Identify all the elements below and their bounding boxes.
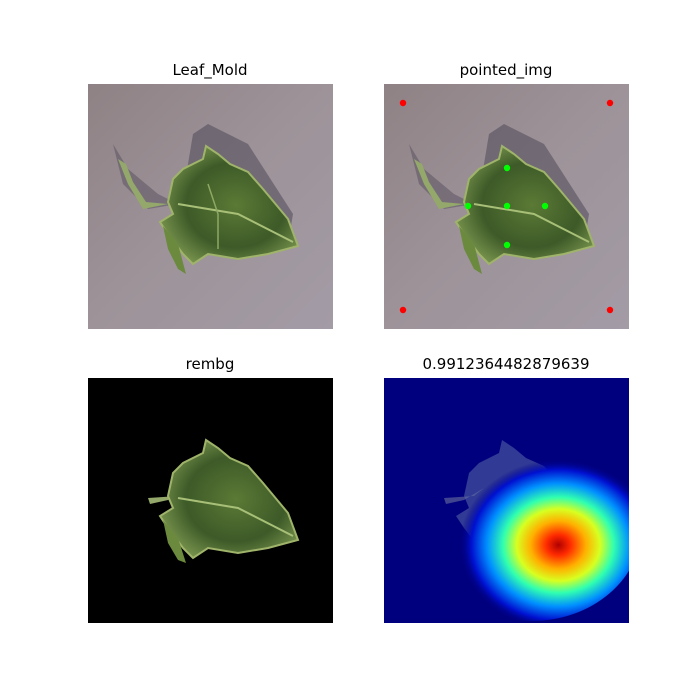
rembg-photo: [88, 378, 333, 623]
pointed-photo: [384, 84, 629, 329]
panel-title-pointed: pointed_img: [459, 61, 553, 79]
green-point: [541, 202, 549, 210]
red-point: [399, 99, 407, 107]
red-point: [606, 99, 614, 107]
green-point: [503, 164, 511, 172]
heatmap-panel: [384, 378, 629, 623]
red-point: [606, 306, 614, 314]
red-point: [399, 306, 407, 314]
pointed-image-panel: [384, 84, 629, 329]
panel-title-original: Leaf_Mold: [172, 61, 248, 79]
green-point: [503, 241, 511, 249]
green-point: [464, 202, 472, 210]
rembg-panel: [88, 378, 333, 623]
leaf-photo: [88, 84, 333, 329]
panel-title-rembg: rembg: [185, 355, 235, 373]
leaf-image-panel: [88, 84, 333, 329]
green-point: [503, 202, 511, 210]
heatmap-image: [384, 378, 629, 623]
panel-title-score: 0.9912364482879639: [422, 355, 590, 373]
